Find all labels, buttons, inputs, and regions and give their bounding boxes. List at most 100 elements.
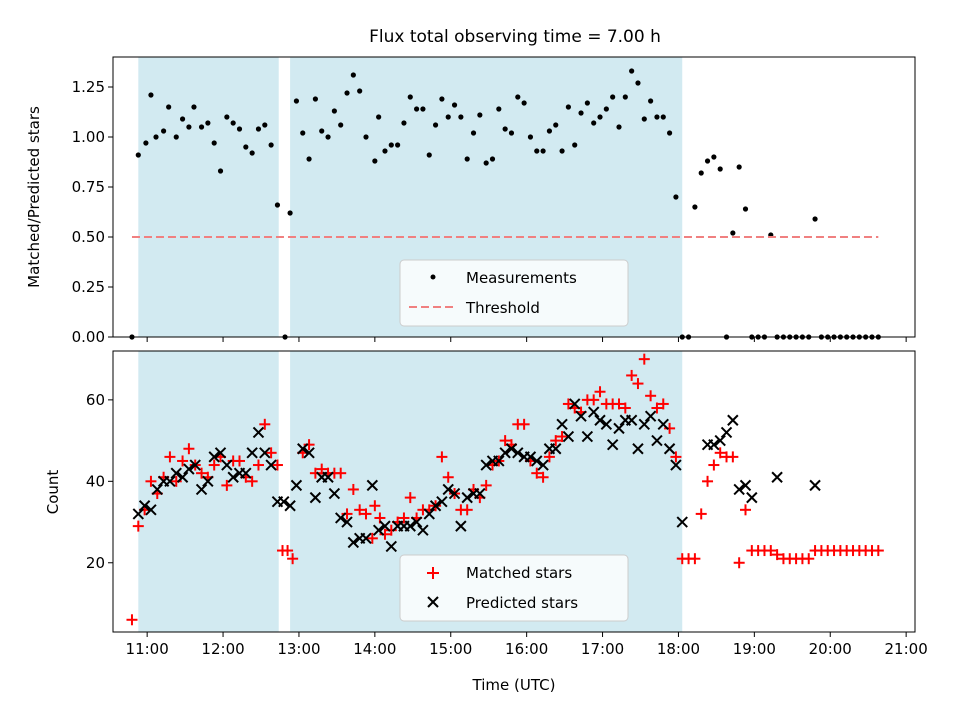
measurement-point	[395, 142, 401, 148]
predicted-star-point	[328, 487, 341, 500]
predicted-star-point	[632, 443, 644, 455]
x-tick-label: 16:00	[505, 640, 548, 658]
predicted-star-point	[265, 459, 277, 471]
predicted-star-point	[720, 426, 733, 439]
matched-star-point	[126, 614, 138, 626]
measurement-point	[426, 152, 432, 158]
predicted-star-point	[322, 471, 334, 483]
matched-star-point	[550, 435, 562, 447]
x-tick-label: 20:00	[809, 640, 852, 658]
measurement-point	[160, 128, 167, 134]
measurement-point	[578, 110, 584, 116]
ratio-marks	[129, 68, 881, 340]
measurement-point	[508, 130, 515, 136]
predicted-star-point	[259, 447, 271, 459]
count-panel: 20 40 60 11:00 12:00 13:00 14:00 15:00 16:00 17:…	[44, 350, 928, 694]
measurement-point	[439, 96, 445, 102]
matched-star-point	[702, 475, 714, 487]
predicted-star-point	[410, 516, 423, 528]
predicted-star-point	[404, 520, 416, 532]
x-tick-label: 11:00	[126, 640, 169, 658]
predicted-star-point	[202, 475, 214, 488]
measurement-point	[546, 128, 553, 134]
figure-title: Flux total observing time = 7.00 h	[369, 27, 661, 47]
measurement-point	[483, 160, 489, 166]
matched-star-point	[259, 418, 271, 430]
measurement-point	[603, 106, 609, 112]
measurement-point	[217, 168, 224, 174]
measurement-point	[205, 120, 211, 126]
measurement-point	[451, 102, 458, 108]
predicted-star-point	[372, 524, 385, 536]
measurement-point	[331, 108, 337, 114]
predicted-star-point	[284, 500, 296, 512]
measurement-point	[470, 130, 477, 136]
predicted-star-point	[252, 426, 265, 439]
ratio-y-axis: 0.00 0.25 0.50 0.75 1.00 1.25	[72, 78, 113, 346]
count-legend-box	[399, 554, 629, 622]
measurement-point	[372, 158, 378, 164]
measurement-point	[540, 148, 546, 154]
matched-star-point	[638, 353, 650, 365]
measurement-point	[293, 98, 300, 104]
matched-star-point	[233, 455, 245, 467]
predicted-star-point	[569, 398, 581, 410]
matched-star-point	[689, 553, 701, 565]
predicted-star-point	[771, 471, 783, 483]
matched-star-point	[177, 455, 189, 467]
legend-label-matched-stars: Matched stars	[466, 564, 572, 582]
measurement-point	[300, 130, 306, 136]
predicted-star-point	[176, 471, 189, 483]
measurement-point	[407, 94, 413, 100]
measurement-point	[198, 124, 205, 130]
predicted-star-point	[448, 487, 461, 500]
y-tick-label: 60	[86, 391, 105, 409]
predicted-star-point	[537, 459, 549, 471]
ratio-y-axis-label: Matched/Predicted stars	[25, 106, 43, 288]
predicted-star-point	[379, 520, 391, 532]
y-tick-label: 0.25	[72, 278, 105, 296]
measurement-point	[262, 122, 268, 128]
measurement-point	[135, 152, 141, 158]
predicted-star-point	[334, 512, 347, 524]
matched-star-point	[613, 398, 625, 410]
measurement-point	[610, 94, 616, 100]
matched-star-point	[145, 475, 157, 487]
matched-star-point	[626, 369, 638, 381]
matched-star-point	[499, 435, 511, 447]
measurement-point	[173, 134, 179, 140]
measurement-point	[376, 114, 382, 120]
matched-star-point	[170, 475, 182, 487]
measurement-point	[382, 148, 388, 154]
matched-star-point	[442, 471, 454, 483]
predicted-star-point	[189, 459, 201, 471]
matched-star-point	[645, 390, 657, 402]
matched-star-point	[670, 451, 682, 463]
matched-star-point	[265, 447, 277, 459]
predicted-star-point	[303, 447, 315, 459]
measurement-point	[357, 88, 363, 94]
matched-star-point	[461, 504, 473, 516]
measurement-point	[654, 114, 660, 120]
measurement-point	[559, 148, 565, 154]
matched-star-point	[588, 394, 600, 406]
measurement-point	[812, 216, 818, 222]
matched-legend-marker	[427, 567, 439, 579]
measurement-point	[179, 116, 186, 122]
matched-star-point	[714, 447, 726, 459]
measurement-point	[230, 120, 236, 126]
measurement-point	[191, 104, 197, 110]
matched-star-point	[765, 545, 777, 557]
measurement-point	[388, 142, 394, 148]
matched-star-point	[872, 545, 884, 557]
measurement-point	[736, 164, 742, 170]
predicted-star-point	[195, 483, 208, 496]
measurement-point	[432, 122, 439, 128]
measurement-point	[515, 94, 521, 100]
count-x-axis-label: Time (UTC)	[472, 676, 556, 694]
ratio-panel: 0.00 0.25 0.50 0.75 1.00 1.25 Matched/Predict…	[25, 56, 916, 346]
x-tick-label: 18:00	[657, 640, 700, 658]
ratio-axes-frame	[112, 56, 916, 338]
predicted-star-point	[670, 459, 682, 471]
